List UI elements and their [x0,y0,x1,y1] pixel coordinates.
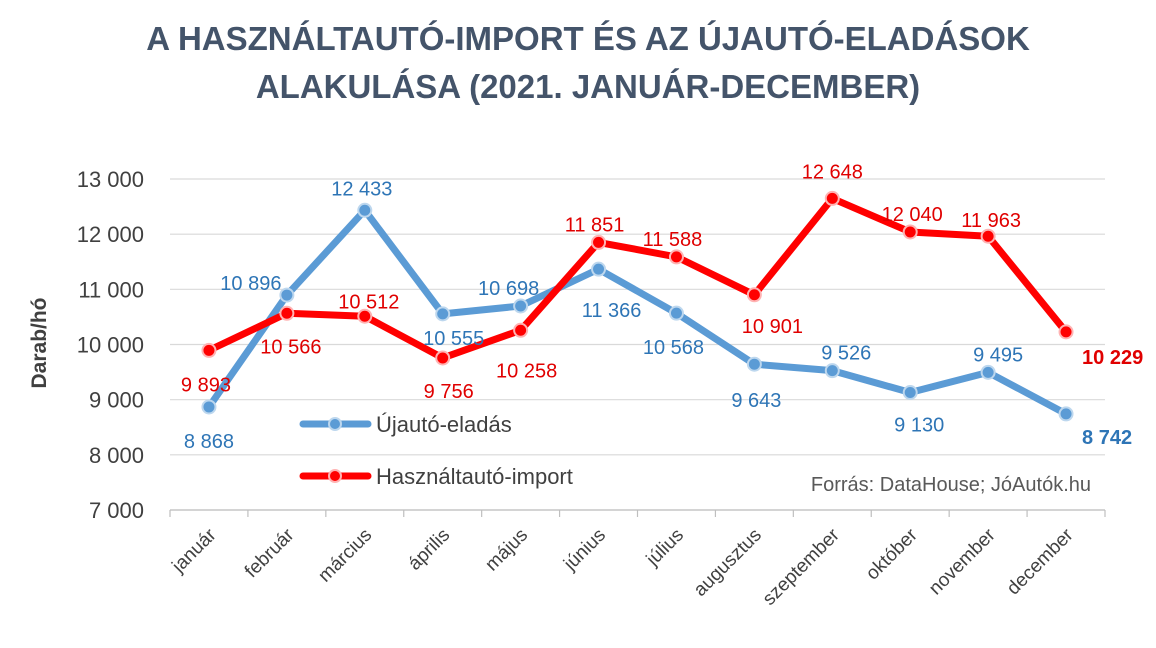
data-label: 11 851 [565,214,625,236]
data-point [746,287,762,303]
source-note: Forrás: DataHouse; JóAutók.hu [811,474,1091,496]
legend-marker-hasznaltauto [328,469,342,483]
data-label: 9 526 [821,343,871,365]
data-label: 10 568 [643,337,704,359]
data-point [279,305,295,321]
data-label: 8 742 [1082,427,1132,449]
data-point [902,384,918,400]
x-tick-label: március [314,525,376,587]
x-tick-label: január [168,524,221,577]
data-label: 9 130 [894,414,944,436]
x-tick-label: június [559,525,610,576]
x-tick-label: november [925,524,1000,599]
x-tick-label: augusztus [690,525,766,601]
x-tick-label: május [481,525,532,576]
data-point [201,399,217,415]
data-label: 8 868 [184,431,234,453]
data-label: 9 756 [424,381,474,403]
series-line-0 [205,206,1070,418]
data-label: 10 555 [423,328,484,350]
data-point [746,356,762,372]
legend: Újautó-eladás Használtautó-import [299,412,573,489]
data-label: 10 258 [496,360,557,382]
data-point [279,287,295,303]
y-tick-label: 10 000 [77,333,144,358]
data-point [1058,406,1074,422]
data-point [902,224,918,240]
x-axis-ticks: január február március április május június jú… [168,509,1106,610]
y-tick-label: 7 000 [89,498,144,523]
y-tick-label: 9 000 [89,388,144,413]
x-tick-label: február [241,524,299,582]
data-point [980,364,996,380]
data-point [980,228,996,244]
y-tick-label: 11 000 [78,277,144,302]
series-line-1 [205,194,1070,362]
data-point [591,261,607,277]
data-point [668,305,684,321]
series-group [201,190,1074,422]
chart-title-line1: A HASZNÁLTAUTÓ-IMPORT ÉS AZ ÚJAUTÓ-ELADÁ… [146,20,1030,57]
x-tick-label: április [404,525,454,575]
y-tick-label: 13 000 [77,167,144,192]
data-label: 10 896 [220,273,281,295]
data-point [201,342,217,358]
data-label: 11 963 [961,210,1021,232]
data-point [435,306,451,322]
data-point [513,322,529,338]
data-point [1058,324,1074,340]
legend-label-hasznaltauto: Használtautó-import [376,464,573,489]
x-tick-label: július [642,525,688,571]
data-point [357,308,373,324]
data-label: 10 566 [260,336,321,358]
data-point [824,190,840,206]
data-label: 11 588 [643,229,703,251]
data-label: 10 512 [338,291,399,313]
data-label: 9 643 [731,390,781,412]
legend-marker-ujauto [328,417,342,431]
chart-title-line2: ALAKULÁSA (2021. JANUÁR-DECEMBER) [256,68,920,105]
data-label: 12 040 [882,204,943,226]
y-axis-label: Darab/hó [28,297,51,388]
x-tick-label: december [1003,524,1078,599]
data-point [824,363,840,379]
data-label: 10 698 [478,278,539,300]
data-label: 9 495 [973,344,1023,366]
y-tick-label: 12 000 [77,222,144,247]
data-point [668,249,684,265]
data-label: 10 901 [742,316,803,338]
data-point [513,298,529,314]
data-label: 12 648 [802,161,863,183]
y-axis-ticks: 7 000 8 000 9 000 10 000 11 000 12 000 13 000 [77,167,144,523]
data-point [591,234,607,250]
data-point [357,202,373,218]
data-label: 9 893 [181,374,231,396]
data-label: 11 366 [582,300,642,322]
y-tick-label: 8 000 [89,443,144,468]
data-point [435,350,451,366]
legend-label-ujauto: Újautó-eladás [376,412,512,437]
data-label: 10 229 [1082,347,1143,369]
x-tick-label: szeptember [759,524,845,610]
x-tick-label: október [862,524,922,584]
data-label: 12 433 [331,178,392,200]
